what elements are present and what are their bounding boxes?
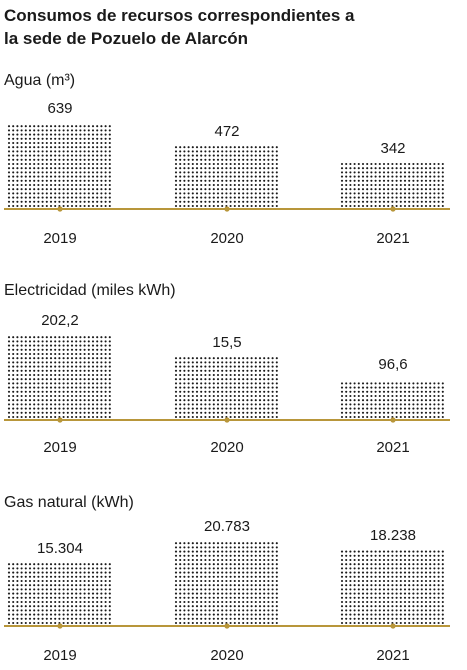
chart-agua: 639 2019 472 2020 342 2021 [4, 100, 450, 247]
category-label-2020: 2020 [210, 647, 243, 664]
baseline-tick [57, 623, 63, 629]
chart-title-line-2: la sede de Pozuelo de Alarcón [4, 29, 249, 48]
category-label-2019: 2019 [43, 647, 76, 664]
baseline-tick [57, 206, 63, 212]
category-label-2019: 2019 [43, 439, 76, 456]
bar-2021 [340, 162, 444, 208]
chart-electricidad: 202,2 2019 15,5 2020 96,6 2021 [4, 312, 450, 456]
panel-title-agua: Agua (m³) [4, 72, 76, 89]
category-label-2020: 2020 [210, 230, 243, 247]
bar-2020 [174, 357, 278, 419]
baseline-tick [390, 417, 396, 423]
baseline-tick [390, 623, 396, 629]
chart-title: Consumos de recursos correspondientes a … [4, 4, 444, 50]
category-label-2021: 2021 [376, 439, 409, 456]
value-label-2020: 472 [214, 123, 239, 140]
bar-2019 [7, 563, 111, 625]
chart-gas-natural: 15.304 2019 20.783 2020 18.238 2021 [4, 518, 450, 664]
value-label-2019: 202,2 [41, 312, 79, 329]
value-label-2019: 639 [47, 100, 72, 117]
bar-2021 [340, 550, 444, 625]
baseline-tick [224, 417, 230, 423]
value-label-2021: 18.238 [370, 527, 416, 544]
value-label-2020: 20.783 [204, 518, 250, 535]
baseline-tick [57, 417, 63, 423]
value-label-2020: 15,5 [212, 334, 241, 351]
bar-2020 [174, 146, 278, 208]
chart-title-line-1: Consumos de recursos correspondientes a [4, 6, 355, 25]
category-label-2019: 2019 [43, 230, 76, 247]
value-label-2021: 96,6 [378, 356, 407, 373]
baseline-tick [224, 206, 230, 212]
category-label-2021: 2021 [376, 647, 409, 664]
panel-title-electricidad: Electricidad (miles kWh) [4, 282, 176, 299]
category-label-2021: 2021 [376, 230, 409, 247]
panel-title-gas-natural: Gas natural (kWh) [4, 494, 134, 511]
value-label-2021: 342 [380, 140, 405, 157]
category-label-2020: 2020 [210, 439, 243, 456]
baseline-tick [390, 206, 396, 212]
bar-2021 [340, 382, 444, 419]
value-label-2019: 15.304 [37, 540, 83, 557]
bar-2019 [7, 336, 111, 419]
bar-2019 [7, 125, 111, 208]
bar-2020 [174, 542, 278, 625]
baseline-tick [224, 623, 230, 629]
